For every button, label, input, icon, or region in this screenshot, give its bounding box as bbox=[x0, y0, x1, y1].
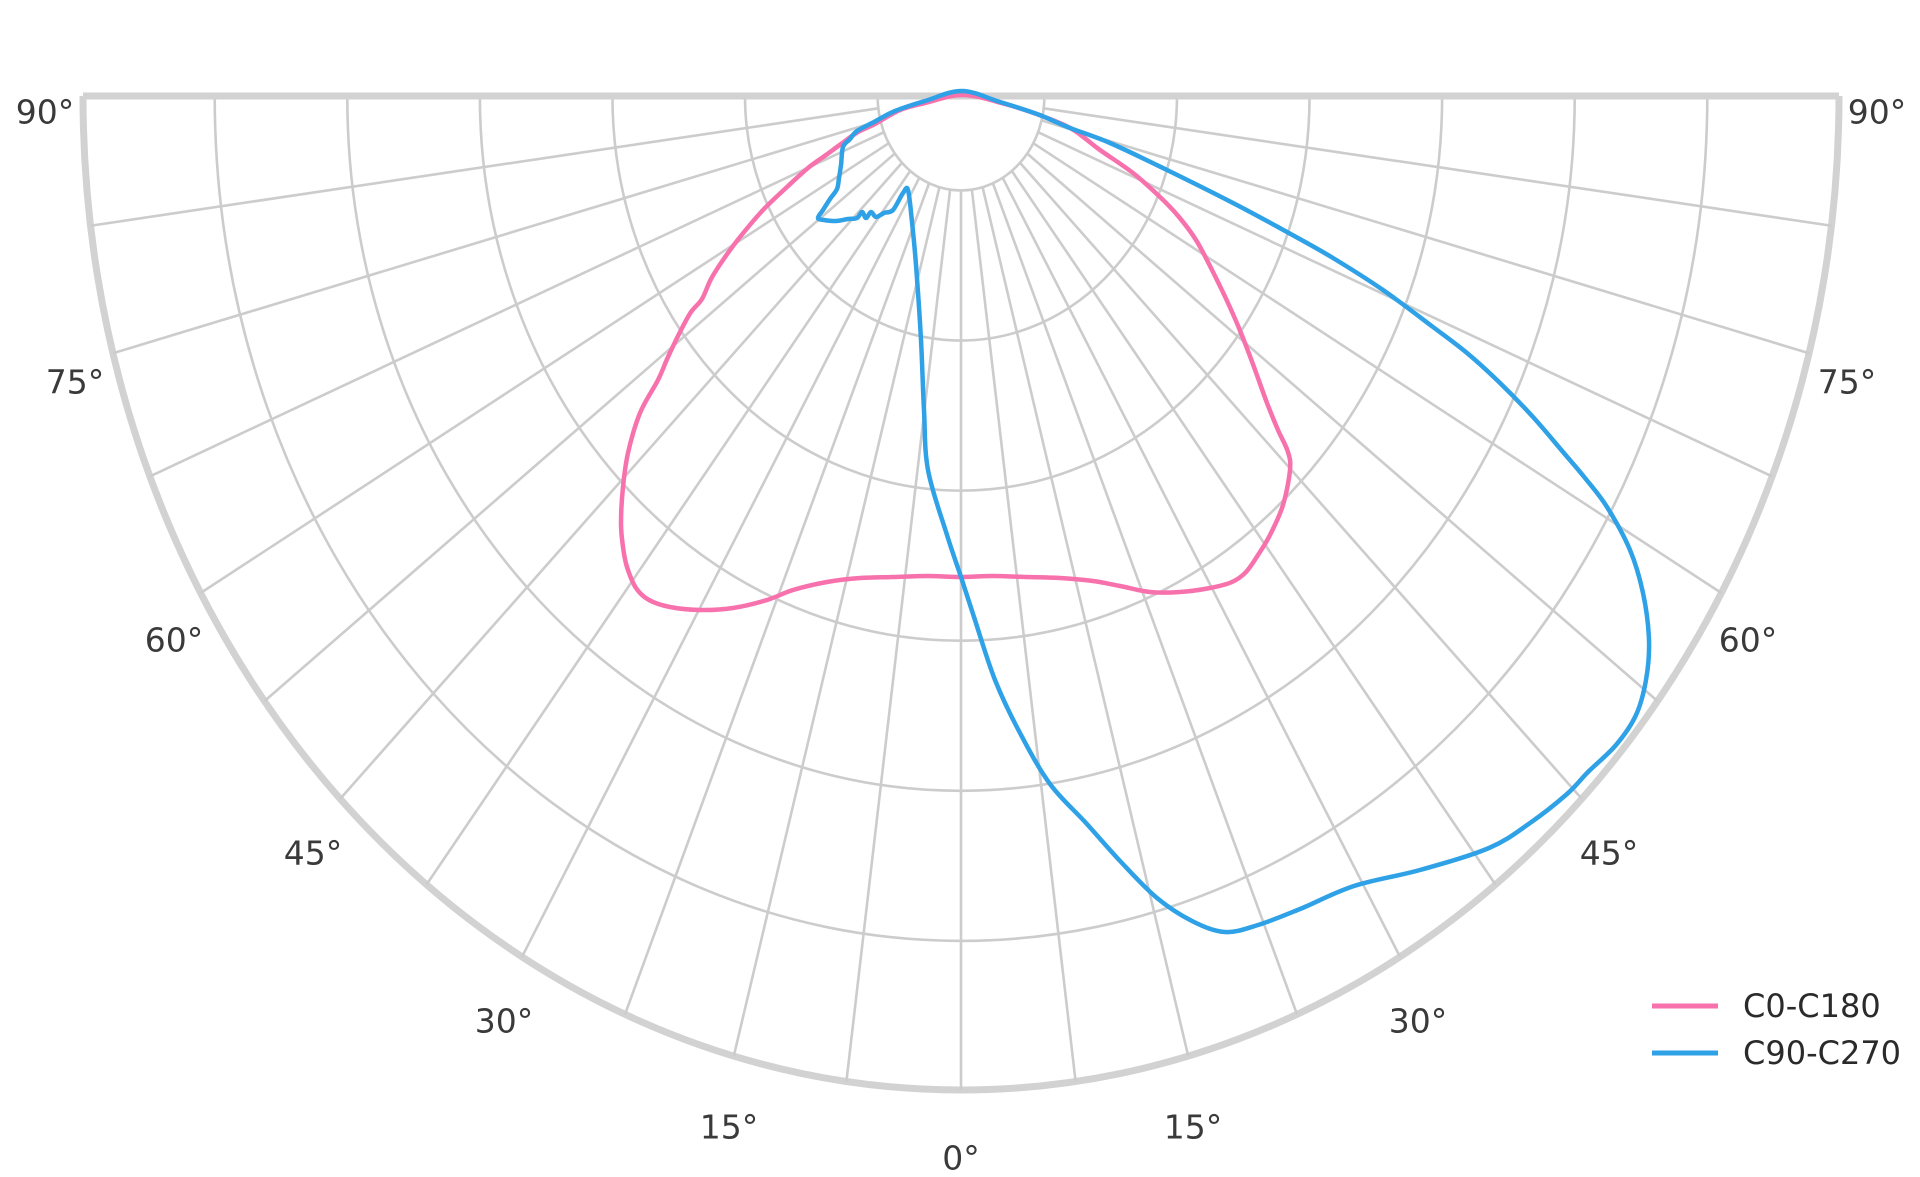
angle-label-11: 75° bbox=[1818, 363, 1877, 402]
grid-spoke-15 bbox=[981, 186, 1190, 1057]
grid-spoke-83 bbox=[1043, 107, 1832, 228]
angle-label-8: 30° bbox=[1389, 1002, 1448, 1041]
angle-label-4: 30° bbox=[475, 1002, 534, 1041]
grid-spoke--37 bbox=[425, 170, 912, 886]
grid-spoke-75 bbox=[1041, 119, 1810, 355]
grid-spoke--22 bbox=[623, 182, 931, 1015]
grid-spoke-23 bbox=[991, 182, 1299, 1015]
grid-spoke-30 bbox=[1001, 177, 1402, 958]
grid-spoke-8 bbox=[970, 189, 1077, 1082]
grid-spoke--15 bbox=[732, 186, 941, 1057]
legend-label-c0-c180: C0-C180 bbox=[1743, 987, 1881, 1025]
angle-label-10: 60° bbox=[1719, 621, 1778, 660]
angle-label-6: 0° bbox=[942, 1139, 980, 1177]
angle-label-1: 75° bbox=[46, 363, 105, 402]
grid-spoke--82 bbox=[90, 107, 879, 228]
angle-label-0: 90° bbox=[16, 93, 75, 132]
grid-spoke--67 bbox=[149, 130, 885, 478]
curve-c0-c180 bbox=[618, 92, 1293, 613]
grid-spoke--30 bbox=[520, 177, 921, 958]
curve-c90-c270 bbox=[815, 88, 1652, 935]
angle-label-5: 15° bbox=[700, 1108, 759, 1147]
grid-spoke--60 bbox=[199, 142, 890, 595]
grid-spoke-38 bbox=[1010, 170, 1497, 886]
grid-spoke-60 bbox=[1032, 142, 1723, 595]
angle-label-3: 45° bbox=[284, 834, 343, 873]
grid-spoke--52 bbox=[263, 152, 896, 703]
angle-label-9: 45° bbox=[1580, 834, 1639, 873]
grid-spoke-53 bbox=[1026, 152, 1659, 703]
angle-label-7: 15° bbox=[1164, 1108, 1223, 1147]
angle-label-12: 90° bbox=[1848, 93, 1907, 132]
angle-label-2: 60° bbox=[145, 621, 204, 660]
grid-spoke-45 bbox=[1019, 161, 1583, 800]
grid-spoke--75 bbox=[112, 119, 881, 355]
grid-spoke--7 bbox=[845, 189, 952, 1082]
grid-spoke--45 bbox=[339, 161, 903, 800]
legend-label-c90-c270: C90-C270 bbox=[1743, 1034, 1901, 1072]
grid-ring-0 bbox=[876, 95, 1046, 192]
